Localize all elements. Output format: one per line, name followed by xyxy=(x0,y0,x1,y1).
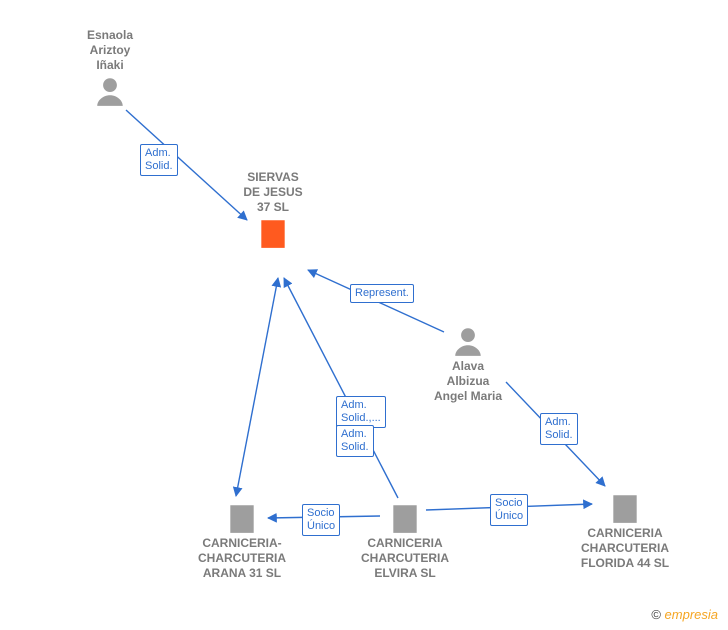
node-elvira[interactable]: CARNICERIACHARCUTERIAELVIRA SL xyxy=(345,500,465,581)
node-label: EsnaolaAriztoyIñaki xyxy=(70,28,150,73)
node-siervas[interactable]: SIERVASDE JESUS37 SL xyxy=(223,170,323,251)
node-label: CARNICERIACHARCUTERIAFLORIDA 44 SL xyxy=(560,526,690,571)
diagram-canvas: EsnaolaAriztoyIñaki SIERVASDE JESUS37 SL A… xyxy=(0,0,728,630)
edge-label: Represent. xyxy=(350,284,414,303)
edge-label: SocioÚnico xyxy=(302,504,340,536)
edge-label: Adm.Solid. xyxy=(540,413,578,445)
node-label: AlavaAlbizuaAngel Maria xyxy=(418,359,518,404)
person-icon xyxy=(93,75,127,109)
edge-label: Adm.Solid.,... xyxy=(336,396,386,428)
person-icon xyxy=(451,325,485,359)
footer-brand: empresia xyxy=(665,607,718,622)
edge-label: SocioÚnico xyxy=(490,494,528,526)
edge-label: Adm.Solid. xyxy=(336,425,374,457)
node-label: CARNICERIACHARCUTERIAELVIRA SL xyxy=(345,536,465,581)
node-florida[interactable]: CARNICERIACHARCUTERIAFLORIDA 44 SL xyxy=(560,490,690,571)
node-alava[interactable]: AlavaAlbizuaAngel Maria xyxy=(418,323,518,404)
footer-copyright: © xyxy=(651,607,661,622)
node-label: SIERVASDE JESUS37 SL xyxy=(223,170,323,215)
company-icon xyxy=(256,217,290,251)
company-icon xyxy=(225,502,259,536)
node-arana[interactable]: CARNICERIA-CHARCUTERIAARANA 31 SL xyxy=(182,500,302,581)
edge-line xyxy=(284,278,398,498)
company-icon xyxy=(388,502,422,536)
edge-line xyxy=(236,278,278,496)
company-icon xyxy=(608,492,642,526)
footer: © empresia xyxy=(651,607,718,622)
node-esnaola[interactable]: EsnaolaAriztoyIñaki xyxy=(70,28,150,109)
edge-label: Adm.Solid. xyxy=(140,144,178,176)
node-label: CARNICERIA-CHARCUTERIAARANA 31 SL xyxy=(182,536,302,581)
